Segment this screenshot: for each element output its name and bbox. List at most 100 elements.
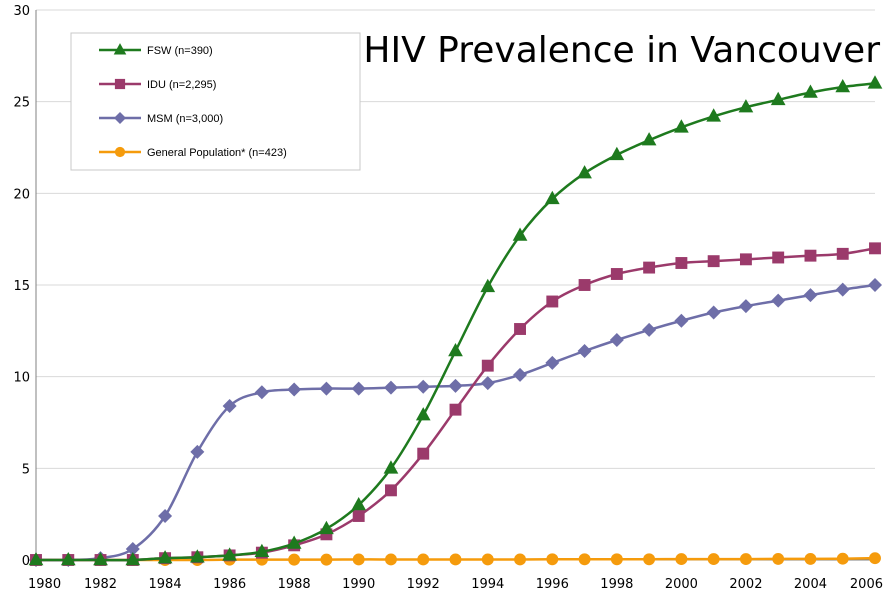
x-tick-label: 1984 xyxy=(149,577,182,592)
data-point xyxy=(514,553,526,566)
data-point xyxy=(158,509,173,523)
series-square xyxy=(30,242,881,566)
data-point xyxy=(869,552,881,565)
x-tick-label: 1996 xyxy=(536,577,569,592)
data-point xyxy=(609,333,624,347)
x-tick-label: 1988 xyxy=(278,577,311,592)
x-tick-label: 1986 xyxy=(213,577,246,592)
data-point xyxy=(836,552,849,565)
legend-marker xyxy=(114,146,126,158)
data-point xyxy=(610,268,623,280)
data-point xyxy=(417,553,430,566)
data-point xyxy=(512,227,528,241)
y-tick-label: 25 xyxy=(13,96,30,111)
y-tick-label: 20 xyxy=(13,187,30,202)
legend-entry-label: IDU (n=2,295) xyxy=(147,79,216,91)
data-point xyxy=(352,553,365,566)
data-point xyxy=(287,382,302,397)
data-point xyxy=(416,379,431,394)
x-tick-label: 1990 xyxy=(342,577,375,592)
x-tick-label: 2006 xyxy=(850,577,883,592)
data-point xyxy=(28,551,44,566)
x-tick-label: 1982 xyxy=(84,577,117,592)
y-axis-tick-labels: 0 5 10 15 20 25 30 xyxy=(13,4,30,569)
data-point xyxy=(481,553,494,566)
x-tick-label: 2002 xyxy=(729,577,762,592)
data-point xyxy=(739,553,752,566)
data-point xyxy=(869,242,881,255)
data-point xyxy=(385,553,397,566)
data-point xyxy=(772,552,785,565)
data-point xyxy=(675,257,688,269)
data-point xyxy=(352,510,365,522)
data-point xyxy=(254,543,270,557)
data-point xyxy=(674,119,689,133)
data-point xyxy=(480,278,496,293)
data-point xyxy=(706,108,722,122)
series-diamond xyxy=(29,278,882,567)
data-point xyxy=(546,553,559,566)
data-point xyxy=(125,542,140,556)
data-series xyxy=(28,75,883,567)
data-point xyxy=(351,496,367,511)
data-point xyxy=(385,484,397,497)
data-point xyxy=(449,403,462,416)
data-point xyxy=(706,305,721,320)
data-point xyxy=(804,552,817,565)
data-point xyxy=(804,249,817,262)
data-point xyxy=(93,551,108,566)
data-point xyxy=(448,342,463,357)
data-point xyxy=(319,381,334,396)
data-point xyxy=(513,367,528,382)
data-point xyxy=(417,447,430,460)
data-point xyxy=(803,84,818,98)
y-tick-label: 5 xyxy=(22,462,30,477)
data-point xyxy=(383,380,398,395)
data-point xyxy=(480,376,495,391)
data-point xyxy=(738,99,754,113)
data-point xyxy=(643,553,656,566)
legend-marker xyxy=(113,43,127,55)
y-tick-label: 10 xyxy=(13,371,30,386)
data-point xyxy=(514,323,526,335)
data-point xyxy=(254,385,269,400)
legend-marker xyxy=(114,78,126,90)
data-point xyxy=(738,299,753,314)
data-point xyxy=(546,295,559,308)
legend-entry-label: MSM (n=3,000) xyxy=(147,113,223,125)
x-tick-label: 2000 xyxy=(665,577,698,592)
data-point xyxy=(772,251,785,264)
y-tick-label: 0 xyxy=(22,554,30,569)
data-point xyxy=(641,132,657,146)
data-point xyxy=(157,550,173,564)
data-point xyxy=(771,293,786,308)
data-point xyxy=(320,553,333,566)
data-point xyxy=(835,78,851,93)
data-point xyxy=(60,551,76,566)
x-axis-tick-labels: 1980 1982 1984 1986 1988 1990 1992 1994 1996 1998… xyxy=(28,577,883,592)
data-point xyxy=(286,535,302,549)
data-point xyxy=(835,282,850,297)
legend-entry-label: FSW (n=390) xyxy=(147,45,213,57)
data-point xyxy=(577,344,592,358)
data-point xyxy=(577,165,592,179)
data-point xyxy=(544,190,560,205)
data-point xyxy=(578,279,591,291)
x-tick-label: 2004 xyxy=(794,577,827,592)
data-point xyxy=(609,146,625,161)
legend: FSW (n=390) IDU (n=2,295) MSM (n=3,000) Gen… xyxy=(70,32,361,171)
data-point xyxy=(288,553,301,566)
x-tick-label: 1980 xyxy=(28,577,61,592)
x-tick-label: 1992 xyxy=(407,577,440,592)
series-triangle xyxy=(28,75,883,566)
data-point xyxy=(189,549,205,563)
data-point xyxy=(222,547,237,561)
legend-marker xyxy=(114,112,126,124)
data-point xyxy=(643,261,656,274)
data-point xyxy=(545,355,560,370)
x-tick-label: 1998 xyxy=(600,577,633,592)
data-point xyxy=(449,553,462,566)
data-point xyxy=(739,253,752,266)
data-point xyxy=(707,255,720,268)
